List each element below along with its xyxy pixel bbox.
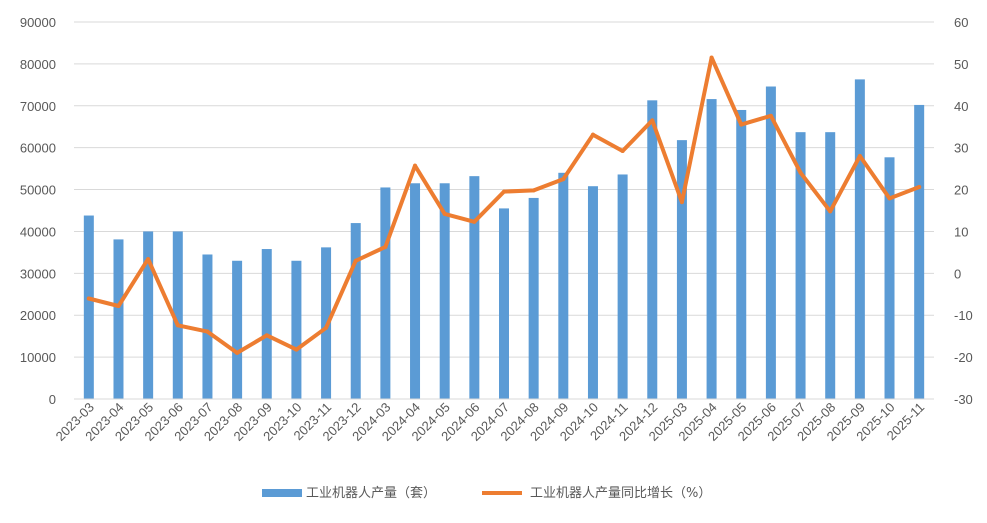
line-point-2023-05	[146, 257, 151, 262]
bar-2025-11	[914, 104, 925, 399]
line-point-2023-11	[324, 325, 329, 330]
bar-2023-04	[113, 239, 124, 399]
line-point-2025-06	[768, 113, 773, 118]
line-point-2023-12	[353, 258, 358, 263]
right-tick-label: 40	[954, 99, 968, 114]
line-point-2025-05	[739, 122, 744, 127]
left-tick-label: 40000	[20, 224, 56, 239]
bar-2024-11	[617, 174, 628, 399]
legend: 工业机器人产量（套） 工业机器人产量同比增长（%）	[262, 485, 711, 501]
right-tick-label: 30	[954, 141, 968, 156]
right-tick-label: -10	[954, 308, 973, 323]
bar-2025-09	[854, 79, 865, 399]
bar-2023-12	[350, 223, 361, 399]
right-tick-label: 0	[954, 266, 961, 281]
bar-2025-03	[676, 140, 687, 400]
line-point-2023-09	[264, 333, 269, 338]
line-point-2025-07	[798, 170, 803, 175]
line-point-2024-10	[590, 132, 595, 137]
bar-2025-10	[884, 157, 895, 399]
bar-2023-03	[83, 215, 94, 399]
line-point-2023-10	[294, 347, 299, 352]
left-tick-label: 80000	[20, 57, 56, 72]
line-point-2025-11	[917, 185, 922, 190]
bar-2023-07	[202, 254, 213, 399]
right-tick-label: -20	[954, 350, 973, 365]
bar-2024-09	[558, 172, 569, 399]
line-point-2024-07	[502, 189, 506, 194]
bar-2023-06	[172, 231, 183, 399]
line-point-2025-08	[828, 209, 833, 214]
right-tick-label: 20	[954, 183, 968, 198]
left-y-axis: 0 10000 20000 30000 40000 50000 60000 70000 8000…	[20, 15, 56, 407]
line-point-2025-10	[887, 196, 892, 201]
x-axis: 2023-032023-042023-052023-062023-072023-…	[53, 398, 934, 444]
legend-label-line: 工业机器人产量同比增长（%）	[530, 486, 711, 501]
bar-2024-03	[380, 187, 391, 399]
line-point-2023-07	[205, 329, 210, 334]
left-tick-label: 70000	[20, 99, 56, 114]
left-tick-label: 50000	[20, 183, 56, 198]
bar-2023-10	[291, 260, 302, 399]
left-tick-label: 30000	[20, 266, 56, 281]
bar-2025-04	[706, 99, 717, 399]
bar-2024-07	[499, 208, 509, 399]
line-point-2023-04	[116, 304, 121, 309]
right-tick-label: 60	[954, 15, 968, 30]
bar-2024-08	[528, 197, 539, 399]
left-tick-label: 90000	[20, 15, 56, 30]
legend-label-bar: 工业机器人产量（套）	[306, 485, 436, 501]
bar-2024-04	[410, 183, 421, 399]
bar-2024-05	[439, 183, 450, 399]
line-point-2023-08	[235, 350, 240, 355]
line-point-2024-09	[561, 177, 566, 182]
bar-2024-06	[469, 176, 480, 399]
left-tick-label: 10000	[20, 350, 56, 365]
bar-2025-06	[765, 86, 776, 400]
right-y-axis: -30 -20 -10 0 10 20 30 40 50 60	[954, 15, 973, 407]
line-point-2024-05	[442, 211, 447, 216]
line-series	[86, 55, 922, 355]
line-point-2024-03	[383, 244, 388, 249]
right-tick-label: 50	[954, 57, 968, 72]
bar-series	[83, 79, 925, 400]
line-point-2023-03	[86, 296, 91, 301]
line-point-2025-03	[679, 200, 684, 205]
left-tick-label: 20000	[20, 308, 56, 323]
line-point-2023-06	[175, 323, 180, 328]
line-point-2024-04	[413, 163, 418, 168]
line-point-2025-09	[857, 154, 862, 159]
left-tick-label: 60000	[20, 141, 56, 156]
line-point-2024-08	[531, 188, 536, 193]
bar-2023-09	[261, 249, 272, 399]
bar-2023-05	[143, 231, 154, 399]
legend-swatch-bar	[262, 489, 302, 497]
line-point-2024-12	[650, 118, 655, 123]
right-tick-label: -30	[954, 392, 973, 407]
bar-2025-08	[825, 132, 836, 399]
line-point-2024-11	[620, 149, 625, 154]
bar-2025-05	[736, 109, 747, 399]
bar-2023-08	[232, 260, 243, 399]
right-tick-label: 10	[954, 224, 968, 239]
line-point-2025-04	[709, 55, 714, 60]
left-tick-label: 0	[49, 392, 56, 407]
bar-2024-10	[587, 186, 598, 399]
bar-2025-07	[795, 132, 806, 399]
line-point-2024-06	[472, 219, 477, 224]
bar-2024-12	[647, 100, 658, 400]
